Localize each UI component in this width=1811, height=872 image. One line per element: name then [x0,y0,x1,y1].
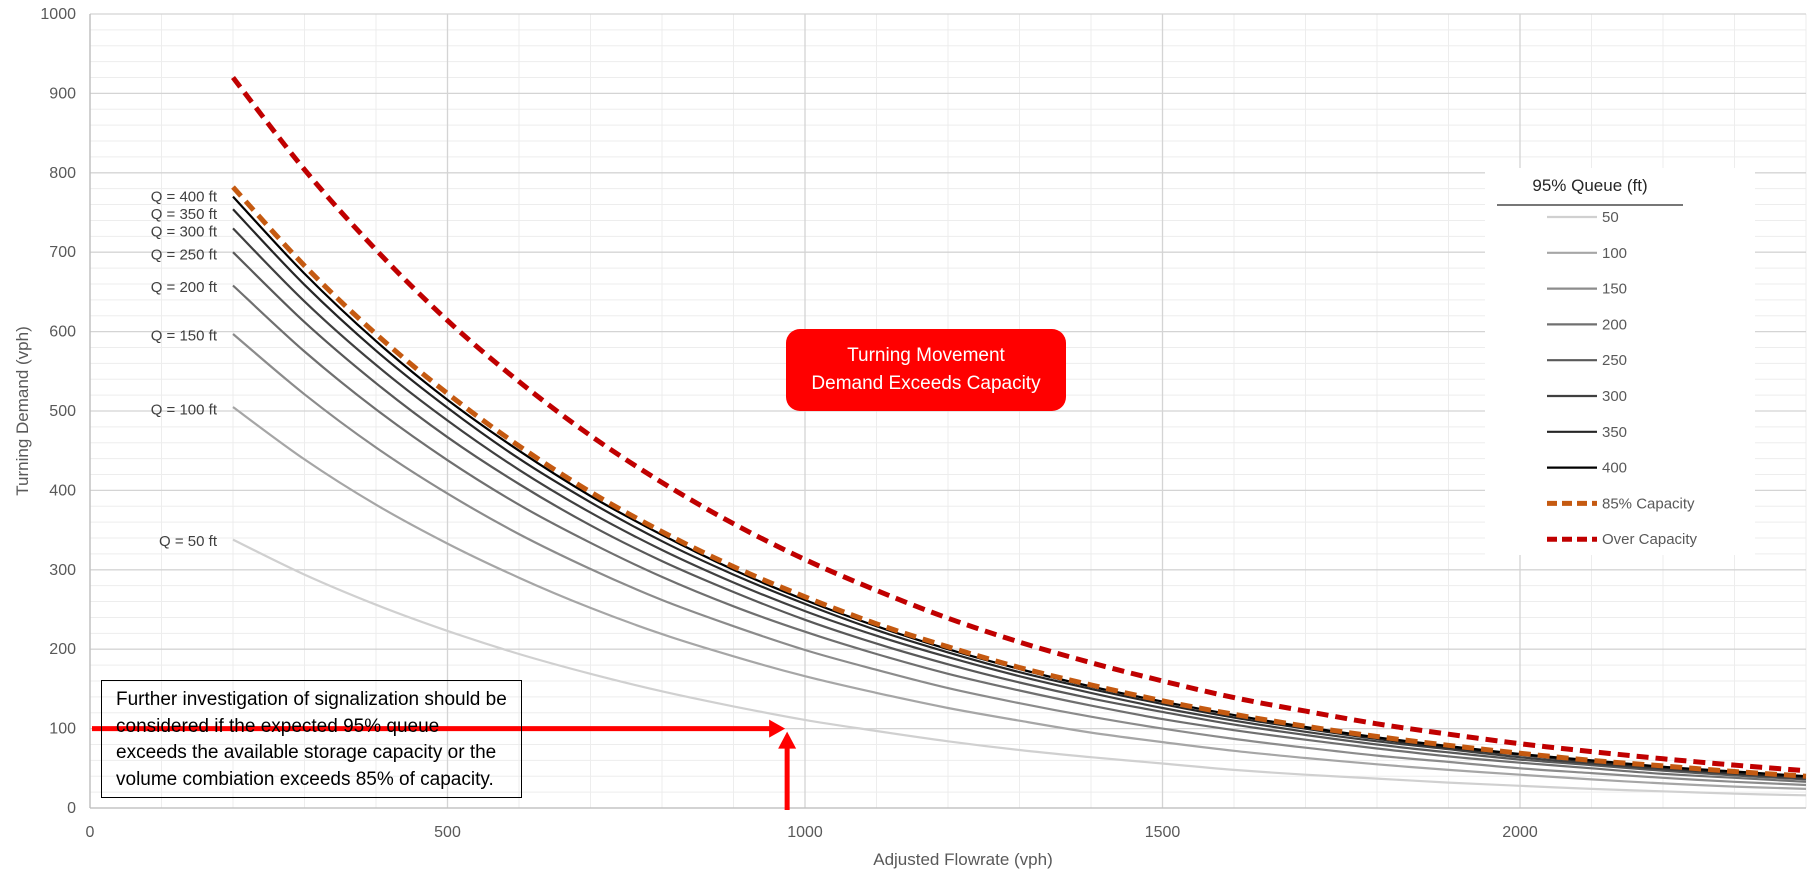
chart-legend: 95% Queue (ft) 50 100 150 200 250 300 350 400 85%… [1485,168,1755,555]
y-tick-label: 600 [49,324,76,341]
y-tick-label: 100 [49,721,76,738]
curve-label: Q = 150 ft [151,328,218,345]
legend-label: Over Capacity [1602,531,1698,548]
chart-curve-labels: Q = 400 ftQ = 350 ftQ = 300 ft Q = 250 ft… [151,189,218,551]
series-line-250 [232,251,1807,781]
horizontal-arrowhead [769,719,786,738]
x-tick-label: 500 [434,824,461,841]
y-tick-label: 400 [49,482,76,499]
legend-label: 150 [1602,281,1627,298]
series-line-over-capacity [231,75,1807,774]
series-line-300 [232,227,1807,780]
chart-series [231,75,1807,797]
legend-label: 200 [1602,316,1627,333]
signalization-note: Further investigation of signalization s… [101,680,522,798]
y-tick-label: 900 [49,85,76,102]
legend-label: 300 [1602,388,1627,405]
y-tick-label: 200 [49,641,76,658]
y-tick-label: 700 [49,244,76,261]
x-tick-label: 0 [86,824,95,841]
curve-label: Q = 350 ft [151,206,218,223]
legend-title: 95% Queue (ft) [1532,176,1647,195]
series-line-200 [232,284,1807,783]
example-arrows [92,719,797,810]
exceeds-callout-line1: Turning Movement [847,345,1005,366]
y-tick-label: 500 [49,403,76,420]
curve-label: Q = 300 ft [151,224,218,241]
legend-label: 100 [1602,245,1627,262]
x-tick-label: 1500 [1145,824,1181,841]
series-line-85-capacity [231,185,1807,779]
legend-label: 50 [1602,209,1619,226]
legend-label: 400 [1602,460,1627,477]
chart-axes: 0 100 200 300 400 500 600 700 800 900 1000 0 500 1000… [13,6,1806,869]
vertical-arrowhead [778,731,797,749]
legend-label: 250 [1602,352,1627,369]
curve-label: Q = 50 ft [159,533,218,550]
series-line-100 [232,406,1807,790]
legend-background [1485,168,1755,555]
x-tick-label: 2000 [1502,824,1538,841]
curve-label: Q = 400 ft [151,189,218,206]
y-axis-title: Turning Demand (vph) [13,326,32,495]
x-axis-title: Adjusted Flowrate (vph) [873,850,1053,869]
exceeds-capacity-callout: Turning Movement Demand Exceeds Capacity [786,329,1066,411]
y-tick-label: 0 [67,800,76,817]
x-tick-label: 1000 [787,824,823,841]
y-tick-label: 300 [49,562,76,579]
curve-label: Q = 100 ft [151,401,218,418]
legend-label: 85% Capacity [1602,495,1695,512]
series-line-150 [232,333,1807,787]
y-tick-label: 800 [49,165,76,182]
series-line-50 [232,538,1807,797]
curve-label: Q = 250 ft [151,247,218,264]
curve-label: Q = 200 ft [151,279,218,296]
legend-label: 350 [1602,424,1627,441]
exceeds-callout-line2: Demand Exceeds Capacity [811,373,1041,394]
y-tick-label: 1000 [40,6,76,23]
